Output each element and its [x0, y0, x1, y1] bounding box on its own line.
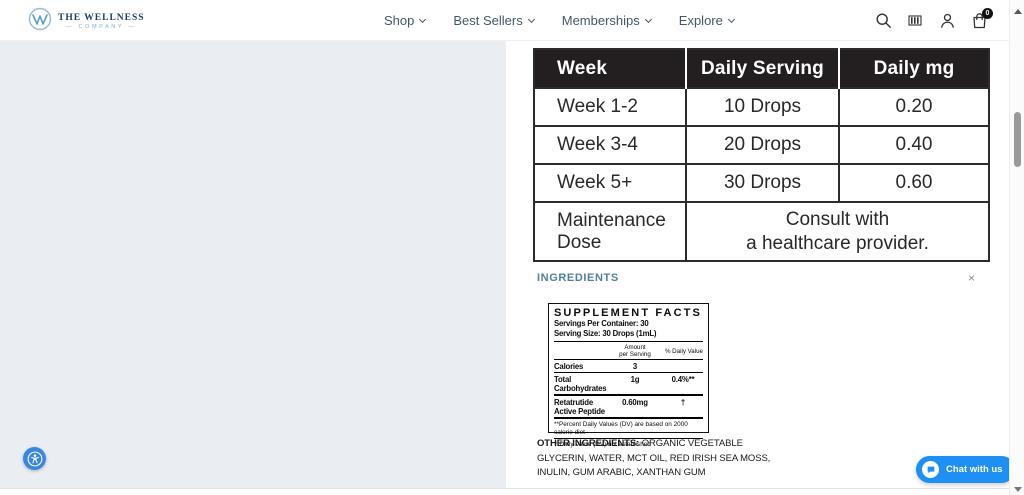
- facts-row-carbohydrates: Total Carbohydrates 1g 0.4%**: [554, 372, 703, 394]
- chevron-down-icon: [527, 15, 535, 23]
- chevron-down-icon: [419, 15, 427, 23]
- search-icon: [875, 13, 891, 28]
- supplement-facts-label: SUPPLEMENT FACTS Servings Per Container:…: [548, 303, 709, 448]
- table-row: Week 1-2 10 Drops 0.20: [533, 87, 990, 127]
- main-nav: Shop Best Sellers Memberships Explore: [384, 0, 735, 41]
- maintenance-row: Maintenance Dose Consult with a healthca…: [533, 201, 990, 262]
- scrollbar[interactable]: [1009, 0, 1024, 495]
- bag-icon: [972, 12, 986, 28]
- dosage-table: Week Daily Serving Daily mg Week 1-2 10 …: [533, 48, 990, 262]
- dosage-table-header-row: Week Daily Serving Daily mg: [534, 49, 989, 88]
- nav-item-best-sellers[interactable]: Best Sellers: [453, 13, 535, 28]
- col-header-week: Week: [534, 49, 687, 88]
- facts-row-calories: Calories 3: [554, 359, 703, 372]
- logo-subtitle: — COMPANY —: [66, 24, 137, 30]
- scrollbar-down-arrow[interactable]: [1014, 487, 1022, 492]
- product-image-panel: [0, 41, 506, 488]
- logo-icon: [28, 7, 52, 36]
- close-icon[interactable]: ×: [967, 271, 975, 285]
- accessibility-icon: [27, 451, 42, 466]
- logo-title: THE WELLNESS: [58, 13, 145, 23]
- chevron-down-icon: [644, 15, 652, 23]
- site-header: THE WELLNESS — COMPANY — Shop Best Selle…: [0, 0, 1024, 41]
- page-bottom-divider: [0, 488, 1024, 495]
- ingredients-section-header[interactable]: INGREDIENTS ×: [537, 272, 975, 284]
- nav-item-memberships[interactable]: Memberships: [562, 13, 652, 28]
- search-button[interactable]: [874, 12, 892, 30]
- logo[interactable]: THE WELLNESS — COMPANY —: [28, 7, 145, 36]
- cart-button[interactable]: 0: [970, 7, 993, 30]
- servings-per-container: Servings Per Container: 30: [554, 319, 649, 328]
- dv-not-established-footnote: † Daily Value (DV) not established: [554, 438, 703, 449]
- dv-column-header: % Daily Value: [664, 348, 703, 355]
- table-row: Week 3-4 20 Drops 0.40: [533, 125, 990, 165]
- other-ingredients: OTHER INGREDIENTS: ORGANIC VEGETABLE GLY…: [537, 438, 771, 478]
- dv-footnote: **Percent Daily Values (DV) are based on…: [554, 417, 703, 438]
- chat-button-label: Chat with us: [946, 464, 1003, 475]
- cart-badge: 0: [982, 7, 993, 19]
- col-header-daily-serving: Daily Serving: [686, 49, 840, 88]
- account-button[interactable]: [938, 12, 956, 30]
- accessibility-button[interactable]: [23, 447, 46, 470]
- scrollbar-up-arrow[interactable]: [1014, 9, 1022, 14]
- flag-icon: [908, 15, 922, 26]
- other-ingredients-label: OTHER INGREDIENTS:: [537, 438, 640, 449]
- user-icon: [940, 13, 954, 28]
- serving-size: Serving Size: 30 Drops (1mL): [554, 328, 657, 338]
- maintenance-label: Maintenance Dose: [533, 201, 687, 262]
- amount-column-header: Amount per Serving: [619, 344, 651, 358]
- scrollbar-thumb[interactable]: [1014, 112, 1021, 167]
- nav-item-shop[interactable]: Shop: [384, 13, 427, 28]
- supplement-facts-title: SUPPLEMENT FACTS: [554, 307, 702, 319]
- col-header-daily-mg: Daily mg: [839, 49, 989, 88]
- table-row: Week 5+ 30 Drops 0.60: [533, 163, 990, 203]
- chevron-down-icon: [727, 15, 735, 23]
- maintenance-value: Consult with a healthcare provider.: [685, 201, 990, 262]
- facts-row-retatrutide: Retatrutide Active Peptide 0.60mg †: [554, 394, 703, 417]
- chat-icon: [922, 461, 939, 478]
- region-flag-button[interactable]: [906, 12, 924, 30]
- ingredients-section-title: INGREDIENTS: [537, 272, 619, 284]
- chat-button[interactable]: Chat with us: [916, 456, 1016, 483]
- nav-item-explore[interactable]: Explore: [679, 13, 735, 28]
